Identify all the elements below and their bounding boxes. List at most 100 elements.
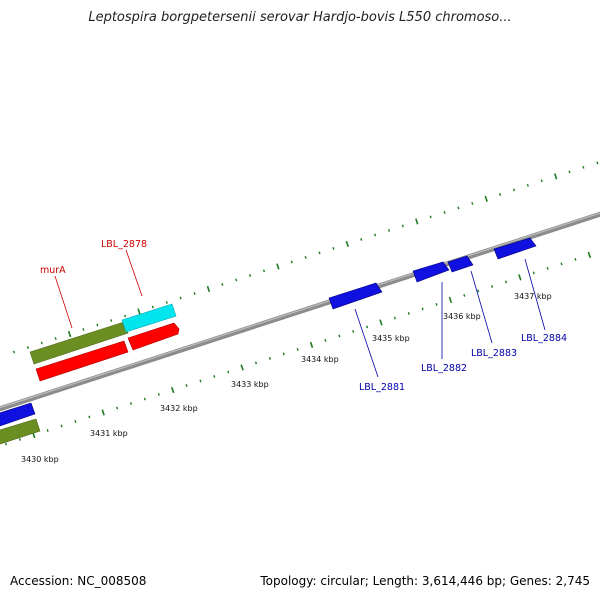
- gene-cyan-forward[interactable]: [121, 303, 177, 333]
- major-tick: [518, 274, 522, 281]
- minor-tick: [213, 375, 216, 378]
- minor-tick: [596, 161, 599, 165]
- minor-tick: [227, 370, 230, 374]
- minor-tick: [60, 424, 63, 428]
- minor-tick: [110, 319, 113, 322]
- minor-tick: [504, 280, 508, 284]
- major-tick: [553, 173, 558, 180]
- gene-label-lbl2882[interactable]: LBL_2882: [421, 363, 467, 374]
- kbp-label: 3437 kbp: [514, 292, 552, 301]
- minor-tick: [151, 305, 154, 309]
- major-tick: [240, 364, 244, 371]
- minor-tick: [82, 328, 85, 331]
- kbp-label: 3434 kbp: [301, 355, 339, 364]
- minor-tick: [124, 314, 127, 318]
- minor-tick: [332, 247, 335, 250]
- minor-tick: [421, 307, 424, 311]
- leader-line-lbl2878: [125, 249, 143, 297]
- gene-blue-2882[interactable]: [412, 261, 450, 283]
- minor-tick: [4, 442, 8, 446]
- major-tick: [345, 240, 350, 248]
- minor-tick: [282, 352, 285, 356]
- leader-line-lbl2881: [354, 308, 379, 378]
- minor-tick: [235, 278, 238, 282]
- minor-tick: [366, 325, 369, 329]
- minor-tick: [471, 202, 474, 205]
- backbone-track: [0, 211, 600, 412]
- minor-tick: [318, 251, 321, 255]
- minor-tick: [443, 211, 446, 214]
- minor-tick: [352, 330, 355, 333]
- forward-genes: [0, 303, 180, 446]
- minor-tick: [262, 269, 266, 273]
- minor-tick: [185, 384, 188, 387]
- gene-label-lbl2884[interactable]: LBL_2884: [521, 333, 567, 344]
- minor-tick: [143, 397, 146, 401]
- minor-tick: [463, 294, 466, 297]
- major-tick: [379, 319, 383, 326]
- kbp-label: 3430 kbp: [21, 455, 59, 464]
- kbp-label: 3436 kbp: [443, 312, 481, 321]
- major-tick: [448, 296, 453, 304]
- minor-tick: [157, 393, 160, 396]
- major-tick: [67, 330, 72, 338]
- major-tick: [170, 386, 175, 394]
- minor-tick: [18, 438, 21, 441]
- minor-tick: [324, 339, 327, 342]
- major-tick: [276, 263, 280, 270]
- gene-label-lbl2883[interactable]: LBL_2883: [471, 348, 517, 359]
- gene-label-lbl2881[interactable]: LBL_2881: [359, 382, 405, 393]
- accession-text: Accession: NC_008508: [10, 574, 147, 588]
- gene-blue-2883[interactable]: [447, 255, 474, 273]
- minor-tick: [546, 266, 549, 270]
- minor-tick: [574, 257, 577, 261]
- minor-tick: [46, 429, 49, 432]
- minor-tick: [12, 350, 16, 354]
- inner-tick-ruler: [4, 251, 591, 446]
- major-tick: [309, 341, 314, 349]
- minor-tick: [526, 184, 529, 187]
- leader-line-lbl2883: [470, 270, 493, 344]
- minor-tick: [338, 334, 341, 338]
- gene-labels: murA LBL_2878 LBL_2881 LBL_2882 LBL_2883…: [40, 239, 567, 393]
- minor-tick: [165, 301, 168, 304]
- minor-tick: [374, 233, 377, 237]
- kbp-label: 3433 kbp: [231, 380, 269, 389]
- minor-tick: [199, 379, 202, 383]
- gene-olive-forward[interactable]: [29, 321, 129, 365]
- kbp-label: 3431 kbp: [90, 429, 128, 438]
- minor-tick: [290, 260, 293, 264]
- minor-tick: [582, 165, 585, 169]
- minor-tick: [254, 361, 258, 365]
- gene-red-forward-1[interactable]: [35, 340, 129, 382]
- minor-tick: [393, 316, 396, 320]
- minor-tick: [116, 406, 119, 410]
- gene-blue-2881[interactable]: [328, 282, 383, 310]
- minor-tick: [74, 420, 77, 423]
- minor-tick: [512, 188, 516, 192]
- major-tick: [415, 218, 419, 225]
- minor-tick: [304, 256, 307, 259]
- minor-tick: [401, 224, 404, 228]
- minor-tick: [477, 289, 480, 293]
- minor-tick: [429, 215, 432, 219]
- minor-tick: [387, 229, 391, 232]
- gene-blue-left[interactable]: [0, 402, 36, 428]
- kbp-label: 3432 kbp: [160, 404, 198, 413]
- minor-tick: [568, 170, 571, 174]
- leader-line-lbl2884: [524, 258, 546, 331]
- gene-label-lbl2878[interactable]: LBL_2878: [101, 239, 147, 250]
- gene-blue-2884[interactable]: [493, 237, 537, 260]
- major-tick: [206, 285, 211, 293]
- minor-tick: [360, 238, 363, 241]
- gene-red-forward-2[interactable]: [127, 322, 180, 351]
- outer-tick-ruler: [12, 161, 599, 354]
- minor-tick: [88, 415, 91, 419]
- minor-tick: [532, 271, 535, 275]
- kbp-labels: 3430 kbp 3431 kbp 3432 kbp 3433 kbp 3434…: [21, 292, 552, 464]
- gene-label-mura[interactable]: murA: [40, 265, 66, 276]
- minor-tick: [54, 337, 57, 340]
- gene-olive-forward-left[interactable]: [0, 418, 41, 446]
- minor-tick: [221, 283, 224, 286]
